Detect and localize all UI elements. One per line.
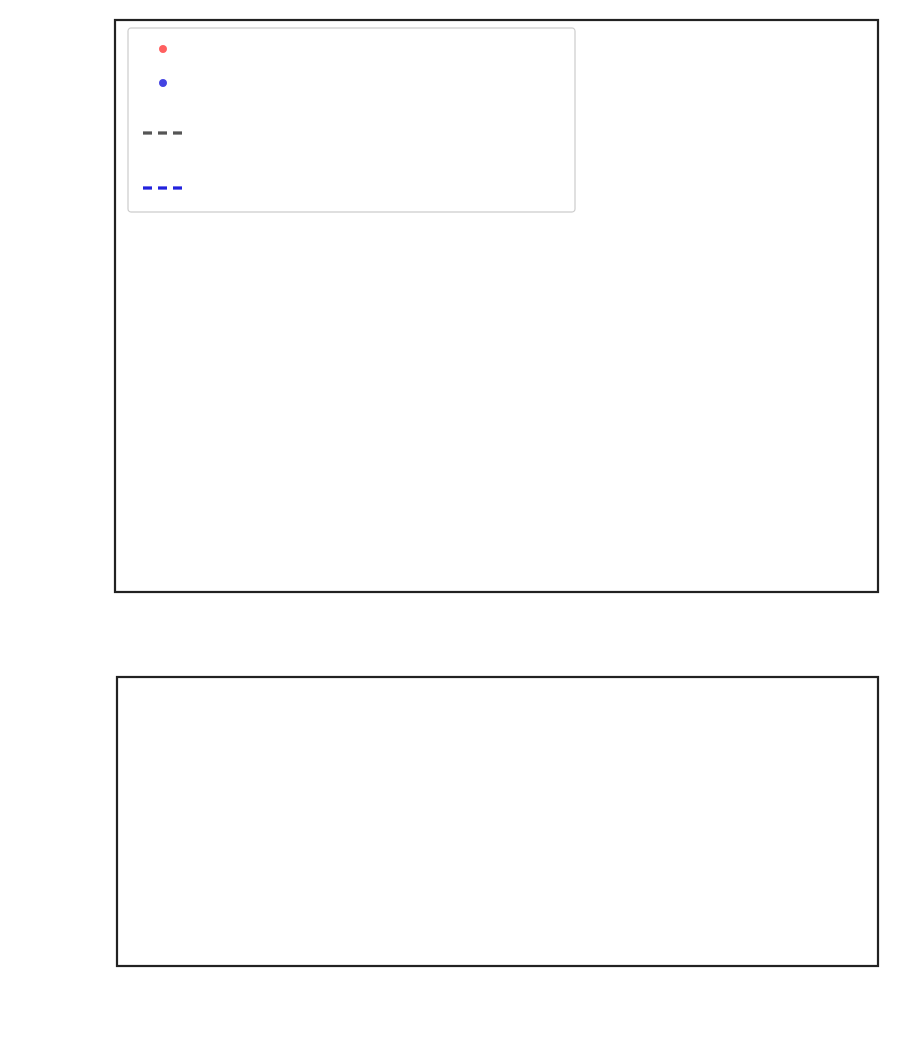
calibration-legend[interactable] [127, 27, 576, 213]
residuals-plot-frame [115, 675, 880, 968]
calibration-plot-axes [113, 18, 880, 594]
legend-marker-corrected-icon [159, 79, 167, 87]
legend-marker-raw-icon [159, 45, 167, 53]
calibration-plot-frame [113, 18, 880, 594]
legend-background [127, 27, 576, 213]
residuals-plot-axes [115, 675, 880, 968]
